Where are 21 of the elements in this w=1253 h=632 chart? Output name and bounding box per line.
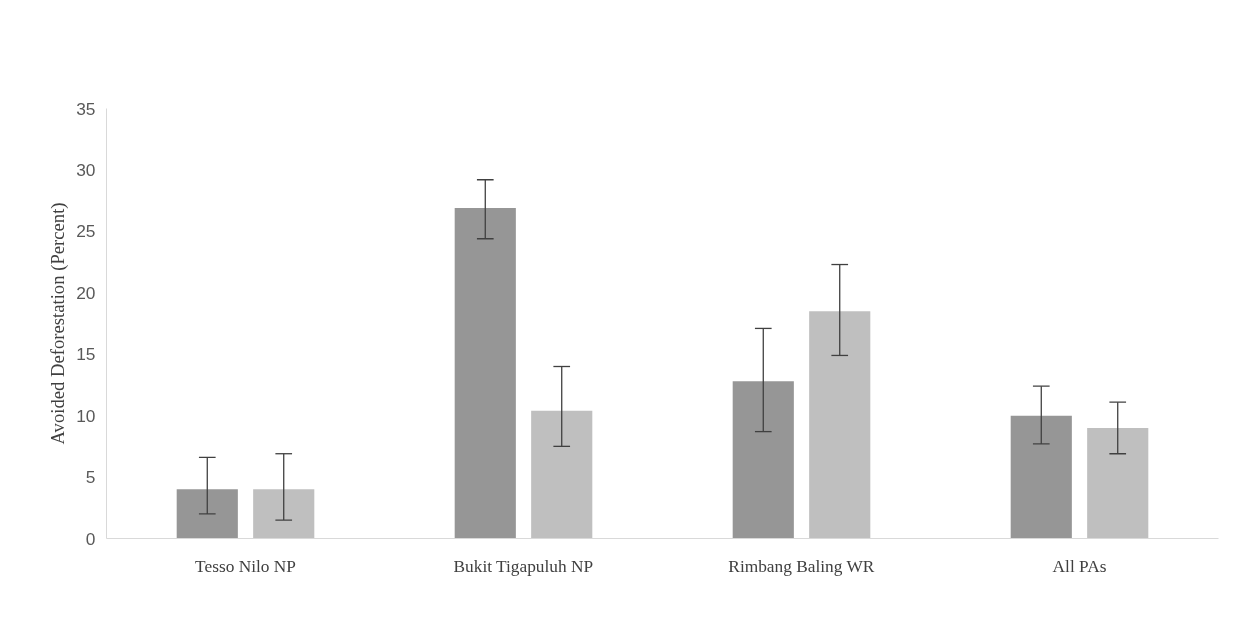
- bar: [176, 489, 238, 539]
- bar: [1010, 415, 1072, 539]
- bar: [1087, 427, 1149, 539]
- y-tick-label: 10: [76, 405, 96, 426]
- y-tick-label: 0: [85, 528, 96, 549]
- bar: [809, 311, 871, 539]
- y-tick-label: 5: [85, 467, 96, 488]
- y-tick-label: 30: [76, 159, 96, 180]
- x-tick-label: Bukit Tigapuluh NP: [453, 556, 594, 576]
- x-tick-label: Tesso Nilo NP: [195, 556, 296, 576]
- y-tick-label: 35: [76, 98, 96, 119]
- y-axis-title: Avoided Deforestation (Percent): [47, 202, 70, 445]
- bar: [253, 489, 315, 539]
- y-tick-label: 15: [76, 344, 96, 365]
- x-tick-label: All PAs: [1052, 556, 1107, 576]
- bar: [531, 410, 593, 539]
- x-tick-label: Rimbang Baling WR: [728, 556, 875, 576]
- y-tick-label: 25: [76, 221, 96, 242]
- bar: [732, 381, 794, 539]
- y-tick-label: 20: [76, 282, 96, 303]
- bar: [454, 208, 516, 539]
